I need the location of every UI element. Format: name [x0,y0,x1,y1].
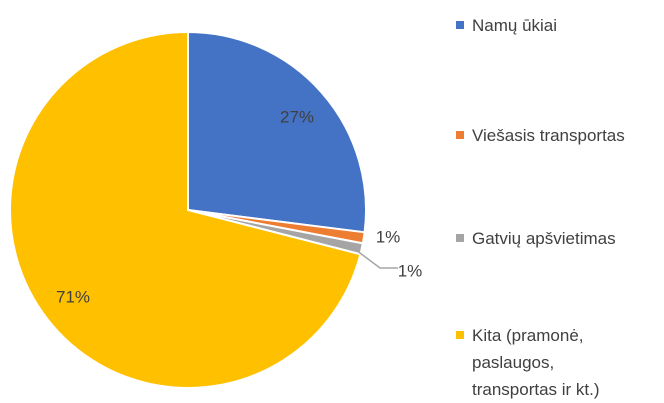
legend-item: Viešasis transportas [456,122,661,149]
legend-swatch [456,331,464,339]
legend-item: Kita (pramonė, paslaugos, transportas ir… [456,322,661,403]
data-label: 27% [280,107,314,126]
legend-swatch [456,21,464,29]
legend-swatch [456,131,464,139]
data-label: 1% [376,227,401,246]
legend-label: Kita (pramonė, paslaugos, transportas ir… [472,326,600,399]
legend-item: Gatvių apšvietimas [456,225,661,252]
pie-slice [9,30,362,389]
legend-label: Viešasis transportas [472,126,625,145]
legend-label: Namų ūkiai [472,16,558,35]
legend-swatch [456,234,464,242]
pie-slice [187,30,367,234]
leader-line [355,249,398,269]
data-label: 71% [56,287,90,306]
data-label: 1% [398,261,423,280]
legend-label: Gatvių apšvietimas [472,229,616,248]
legend-item: Namų ūkiai [456,12,661,39]
